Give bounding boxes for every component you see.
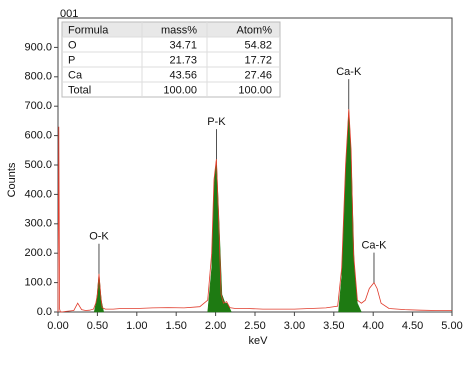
annotation: Ca-K bbox=[336, 66, 362, 78]
y-tick-label: 900.0 bbox=[24, 41, 52, 53]
annotation: P-K bbox=[207, 116, 226, 128]
table-cell: Total bbox=[68, 84, 91, 96]
table-cell: O bbox=[68, 39, 77, 51]
x-tick-label: 2.50 bbox=[244, 320, 265, 332]
table-header: Atom% bbox=[237, 24, 273, 36]
table-header: Formula bbox=[68, 24, 109, 36]
x-tick-label: 2.00 bbox=[205, 320, 226, 332]
table-header: mass% bbox=[161, 24, 197, 36]
x-tick-label: 3.50 bbox=[323, 320, 344, 332]
chart-title: 001 bbox=[60, 8, 78, 20]
y-tick-label: 400.0 bbox=[24, 188, 52, 200]
table-cell: 34.71 bbox=[169, 39, 197, 51]
spectrum-line bbox=[57, 109, 452, 313]
x-tick-label: 0.00 bbox=[47, 320, 68, 332]
y-tick-label: 500.0 bbox=[24, 159, 52, 171]
y-tick-label: 200.0 bbox=[24, 247, 52, 259]
x-tick-label: 4.50 bbox=[402, 320, 423, 332]
y-tick-label: 0.0 bbox=[37, 306, 52, 318]
y-tick-label: 700.0 bbox=[24, 100, 52, 112]
x-tick-label: 5.00 bbox=[441, 320, 462, 332]
table-cell: P bbox=[68, 54, 75, 66]
y-tick-label: 300.0 bbox=[24, 218, 52, 230]
table-cell: 100.00 bbox=[238, 84, 272, 96]
x-tick-label: 0.50 bbox=[87, 320, 108, 332]
table-cell: Ca bbox=[68, 69, 83, 81]
table-cell: 27.46 bbox=[244, 69, 272, 81]
x-tick-label: 4.00 bbox=[362, 320, 383, 332]
table-cell: 21.73 bbox=[169, 54, 197, 66]
annotation: O-K bbox=[89, 231, 109, 243]
table-cell: 54.82 bbox=[244, 39, 272, 51]
table-cell: 43.56 bbox=[169, 69, 197, 81]
x-axis-label: keV bbox=[249, 335, 269, 347]
x-tick-label: 1.50 bbox=[165, 320, 186, 332]
y-tick-label: 100.0 bbox=[24, 277, 52, 289]
y-tick-label: 600.0 bbox=[24, 130, 52, 142]
y-axis-label: Counts bbox=[6, 162, 18, 197]
y-tick-label: 800.0 bbox=[24, 71, 52, 83]
table-cell: 100.00 bbox=[163, 84, 197, 96]
annotation: Ca-K bbox=[361, 240, 387, 252]
table-cell: 17.72 bbox=[244, 54, 272, 66]
x-tick-label: 1.00 bbox=[126, 320, 147, 332]
x-tick-label: 3.00 bbox=[284, 320, 305, 332]
